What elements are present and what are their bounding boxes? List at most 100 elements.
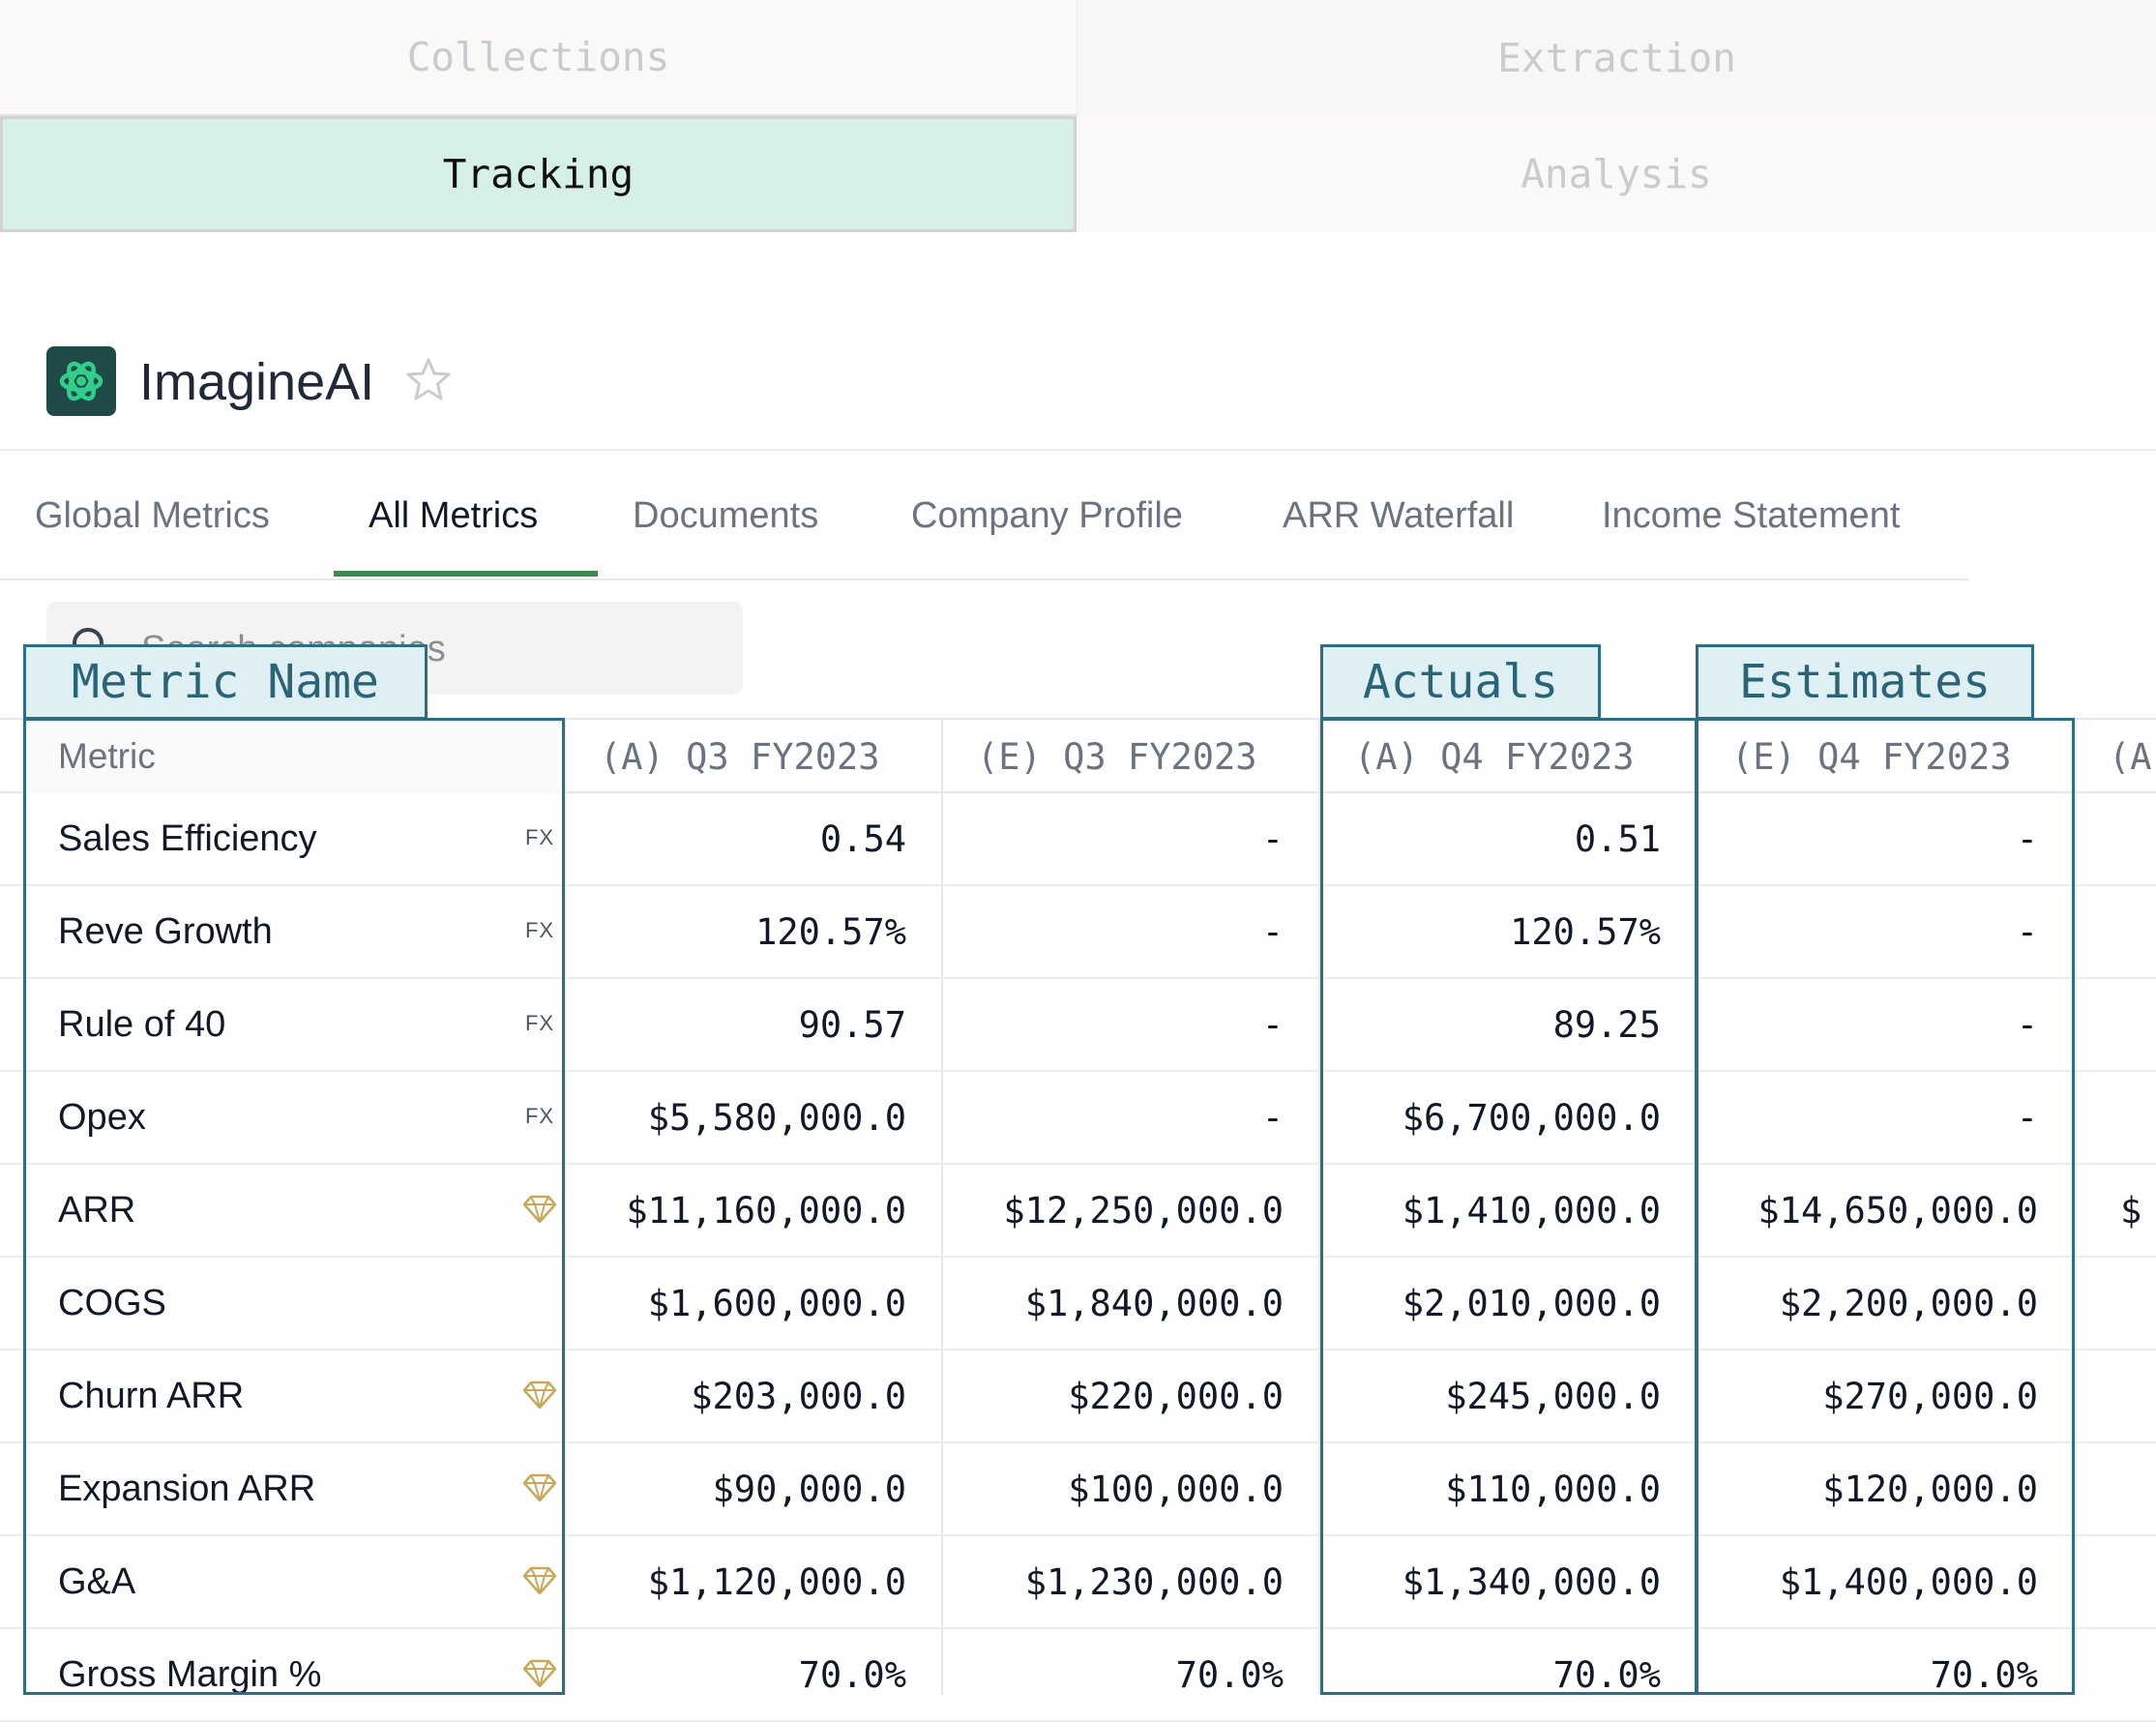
column-header-e-q4[interactable]: (E) Q4 FY2023 — [1731, 735, 2012, 778]
active-tab-indicator — [334, 571, 598, 577]
value-cell[interactable]: $1,340,000.0 — [1402, 1560, 1661, 1603]
metric-name: Gross Margin % — [58, 1653, 322, 1695]
value-cell[interactable]: $2,010,000.0 — [1402, 1282, 1661, 1324]
value-cell[interactable]: $14,650,000.0 — [1757, 1189, 2038, 1232]
metric-name: Reve Growth — [58, 910, 273, 952]
tab-documents[interactable]: Documents — [633, 495, 819, 536]
metric-name: G&A — [58, 1560, 136, 1602]
formula-badge: FX — [524, 918, 555, 942]
gem-badge — [522, 1470, 557, 1505]
value-cell[interactable]: $1,410,000.0 — [1402, 1189, 1661, 1232]
value-cell[interactable]: $6,700,000.0 — [1402, 1096, 1661, 1139]
metric-name-cell[interactable]: Sales Efficiency FX — [25, 793, 563, 884]
gem-badge — [522, 1192, 557, 1227]
value-cell[interactable]: 0.54 — [819, 817, 906, 860]
metric-name-cell[interactable]: Reve Growth FX — [25, 886, 563, 977]
value-cell[interactable]: $2,200,000.0 — [1779, 1282, 2038, 1324]
table-header: Metric (A) Q3 FY2023 (E) Q3 FY2023 (A) Q… — [0, 718, 2156, 793]
value-cell[interactable]: 90.57 — [798, 1003, 906, 1046]
value-cell[interactable]: 70.0% — [1175, 1653, 1284, 1696]
metric-name-cell[interactable]: Rule of 40 FX — [25, 979, 563, 1070]
metric-name-cell[interactable]: Expansion ARR — [25, 1443, 563, 1534]
value-cell[interactable]: - — [1261, 1096, 1284, 1139]
value-cell[interactable]: - — [2016, 817, 2038, 860]
table-row[interactable]: Sales Efficiency FX 0.54 - 0.51 - — [0, 793, 2156, 886]
metric-name: Churn ARR — [58, 1375, 245, 1416]
value-cell[interactable]: 89.25 — [1552, 1003, 1661, 1046]
tab-company-profile[interactable]: Company Profile — [911, 495, 1183, 536]
tab-tracking[interactable]: Tracking — [0, 116, 1077, 232]
metric-name-cell[interactable]: Opex FX — [25, 1072, 563, 1163]
value-cell[interactable]: $12,250,000.0 — [1003, 1189, 1284, 1232]
metric-name-cell[interactable]: Gross Margin % — [25, 1629, 563, 1720]
column-divider — [564, 718, 566, 1695]
table-row[interactable]: Opex FX $5,580,000.0 - $6,700,000.0 - — [0, 1072, 2156, 1165]
formula-badge: FX — [524, 1104, 555, 1128]
value-cell[interactable]: 0.51 — [1574, 817, 1661, 860]
value-cell[interactable]: - — [1261, 817, 1284, 860]
logo-icon — [59, 361, 103, 401]
tab-analysis[interactable]: Analysis — [1077, 116, 2156, 232]
column-header-a-q3[interactable]: (A) Q3 FY2023 — [600, 735, 880, 778]
value-cell[interactable]: $5,580,000.0 — [647, 1096, 906, 1139]
table-row[interactable]: Expansion ARR $90,000.0 $100,000.0 $110,000… — [0, 1443, 2156, 1536]
value-cell[interactable]: $1,400,000.0 — [1779, 1560, 2038, 1603]
value-cell[interactable]: $1,840,000.0 — [1024, 1282, 1284, 1324]
metric-name-cell[interactable]: G&A — [25, 1536, 563, 1627]
metric-name-cell[interactable]: ARR — [25, 1165, 563, 1256]
star-icon[interactable] — [404, 356, 453, 404]
tab-all-metrics[interactable]: All Metrics — [369, 495, 539, 536]
value-cell[interactable]: - — [2016, 1096, 2038, 1139]
column-divider — [1318, 718, 1320, 1695]
gem-icon — [523, 1473, 556, 1502]
tab-arr-waterfall[interactable]: ARR Waterfall — [1283, 495, 1515, 536]
table-row[interactable]: Gross Margin % 70.0% 70.0% 70.0% 70.0% — [0, 1629, 2156, 1722]
column-header-next[interactable]: (A) — [2109, 735, 2156, 778]
value-cell[interactable]: 70.0% — [798, 1653, 906, 1696]
estimates-label: Estimates — [1696, 644, 2034, 720]
value-cell[interactable]: $245,000.0 — [1445, 1375, 1661, 1417]
value-cell[interactable]: 70.0% — [1930, 1653, 2038, 1696]
tab-global-metrics[interactable]: Global Metrics — [35, 495, 270, 536]
value-cell[interactable]: $1,600,000.0 — [647, 1282, 906, 1324]
actuals-label: Actuals — [1320, 644, 1601, 720]
value-cell[interactable]: 120.57% — [1510, 910, 1661, 953]
tab-collections[interactable]: Collections — [0, 0, 1077, 116]
tab-income-statement[interactable]: Income Statement — [1602, 495, 1901, 536]
value-cell[interactable]: - — [1261, 1003, 1284, 1046]
value-cell[interactable]: 120.57% — [755, 910, 906, 953]
value-cell[interactable]: $90,000.0 — [712, 1468, 906, 1510]
tab-extraction[interactable]: Extraction — [1077, 0, 2156, 116]
metric-name: ARR — [58, 1189, 136, 1231]
table-row[interactable]: COGS $1,600,000.0 $1,840,000.0 $2,010,000.0… — [0, 1258, 2156, 1351]
value-cell[interactable]: $1,120,000.0 — [647, 1560, 906, 1603]
value-cell[interactable]: 70.0% — [1552, 1653, 1661, 1696]
partial-value-cell[interactable]: $ — [2120, 1189, 2142, 1232]
table-row[interactable]: Reve Growth FX 120.57% - 120.57% - — [0, 886, 2156, 979]
metric-tabs: Global Metrics All Metrics Documents Com… — [0, 451, 1969, 580]
table-row[interactable]: Churn ARR $203,000.0 $220,000.0 $245,000.0 $… — [0, 1351, 2156, 1443]
gem-badge — [522, 1378, 557, 1412]
value-cell[interactable]: $11,160,000.0 — [626, 1189, 906, 1232]
value-cell[interactable]: $100,000.0 — [1068, 1468, 1284, 1510]
table-row[interactable]: ARR $11,160,000.0 $12,250,000.0 $1,410,000.… — [0, 1165, 2156, 1258]
company-name: ImagineAI — [139, 353, 375, 411]
table-row[interactable]: G&A $1,120,000.0 $1,230,000.0 $1,340,000.0 $… — [0, 1536, 2156, 1629]
table-row[interactable]: Rule of 40 FX 90.57 - 89.25 - — [0, 979, 2156, 1072]
value-cell[interactable]: $220,000.0 — [1068, 1375, 1284, 1417]
value-cell[interactable]: - — [2016, 910, 2038, 953]
value-cell[interactable]: $110,000.0 — [1445, 1468, 1661, 1510]
metric-name-cell[interactable]: Churn ARR — [25, 1351, 563, 1441]
column-header-a-q4[interactable]: (A) Q4 FY2023 — [1354, 735, 1635, 778]
value-cell[interactable]: $1,230,000.0 — [1024, 1560, 1284, 1603]
value-cell[interactable]: - — [1261, 910, 1284, 953]
metric-name-cell[interactable]: COGS — [25, 1258, 563, 1349]
value-cell[interactable]: - — [2016, 1003, 2038, 1046]
value-cell[interactable]: $270,000.0 — [1822, 1375, 2038, 1417]
value-cell[interactable]: $120,000.0 — [1822, 1468, 2038, 1510]
metrics-table: Metric (A) Q3 FY2023 (E) Q3 FY2023 (A) Q… — [0, 718, 2156, 1722]
value-cell[interactable]: $203,000.0 — [691, 1375, 906, 1417]
metric-name-label: Metric Name — [23, 644, 428, 720]
column-header-e-q3[interactable]: (E) Q3 FY2023 — [977, 735, 1257, 778]
column-header-metric[interactable]: Metric — [25, 720, 563, 793]
